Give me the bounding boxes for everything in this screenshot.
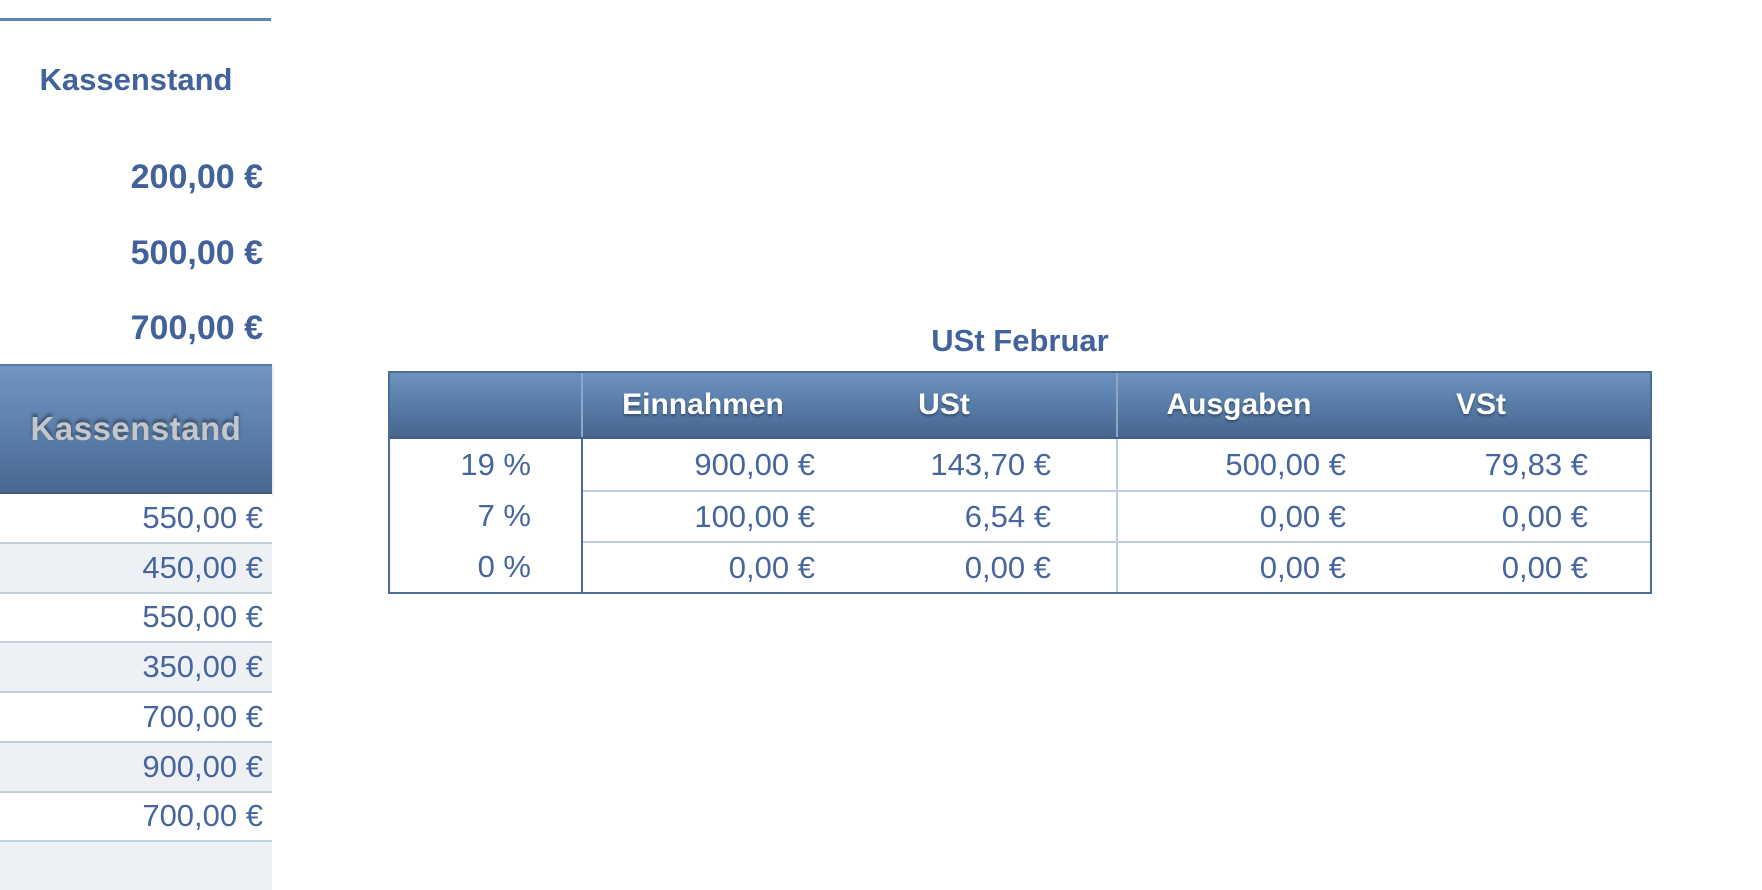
header-cell-ust[interactable]: USt [918,388,970,421]
rate-label-cell[interactable]: 0 % [390,541,583,592]
spacer-cell [1602,541,1650,592]
ust-table-row-7: 7 % 100,00 € 6,54 € 0,00 € 0,00 € [390,490,1650,541]
ausgaben-cell[interactable]: 500,00 € [1118,439,1360,490]
rate-label-cell[interactable]: 19 % [390,439,583,490]
table-top-edge-rule [0,18,271,21]
kassenstand-value-cell[interactable]: 700,00 € [0,691,272,741]
ust-table-row-19: 19 % 900,00 € 143,70 € 500,00 € 79,83 € [390,439,1650,490]
kassenstand-empty-cell[interactable] [0,840,272,890]
vst-cell[interactable]: 0,00 € [1360,490,1602,541]
header-cell-spacer [1065,373,1118,437]
ausgaben-cell[interactable]: 0,00 € [1118,541,1360,592]
ust-table-title[interactable]: USt Februar [931,323,1109,358]
spacer-cell [1065,541,1118,592]
ust-cell[interactable]: 6,54 € [823,490,1065,541]
einnahmen-cell[interactable]: 900,00 € [583,439,823,490]
kassenstand-header-band[interactable]: Kassenstand [0,364,272,494]
kassenstand-value-cell[interactable]: 450,00 € [0,541,272,592]
spacer-cell [1065,490,1118,541]
ust-cell[interactable]: 143,70 € [823,439,1065,490]
spacer-cell [1602,490,1650,541]
ust-table-row-0: 0 % 0,00 € 0,00 € 0,00 € 0,00 € [390,541,1650,592]
vst-cell[interactable]: 79,83 € [1360,439,1602,490]
kassenstand-rows: 550,00 € 450,00 € 550,00 € 350,00 € 700,… [0,494,272,890]
kassenstand-value-cell[interactable]: 550,00 € [0,591,272,642]
kassenstand-summary-cell[interactable]: 700,00 € [130,309,263,347]
header-cell-einnahmen[interactable]: Einnahmen [622,388,784,421]
kassenstand-value-cell[interactable]: 900,00 € [0,740,272,791]
vst-cell[interactable]: 0,00 € [1360,541,1602,592]
header-cell-ausgaben[interactable]: Ausgaben [1166,388,1312,421]
kassenstand-header-label: Kassenstand [30,410,242,447]
kassenstand-value-cell[interactable]: 550,00 € [0,494,272,542]
kassenstand-summary-cell[interactable]: 200,00 € [130,158,263,196]
ausgaben-cell[interactable]: 0,00 € [1118,490,1360,541]
einnahmen-cell[interactable]: 100,00 € [583,490,823,541]
kassenstand-value-cell[interactable]: 350,00 € [0,641,272,691]
ust-cell[interactable]: 0,00 € [823,541,1065,592]
header-cell-spacer [1602,373,1650,437]
ust-table: Einnahmen USt Ausgaben VSt 19 % 900,00 €… [388,371,1652,594]
kassenstand-summary-cell[interactable]: 500,00 € [130,234,263,272]
spacer-cell [1602,439,1650,490]
kassenstand-value-cell[interactable]: 700,00 € [0,790,272,841]
header-cell-vst[interactable]: VSt [1455,388,1506,421]
spacer-cell [1065,439,1118,490]
rate-label-cell[interactable]: 7 % [390,490,583,541]
kassenstand-title-cell[interactable]: Kassenstand [39,62,233,97]
ust-table-header-row: Einnahmen USt Ausgaben VSt [390,373,1650,439]
header-cell-blank[interactable] [390,373,583,437]
einnahmen-cell[interactable]: 0,00 € [583,541,823,592]
